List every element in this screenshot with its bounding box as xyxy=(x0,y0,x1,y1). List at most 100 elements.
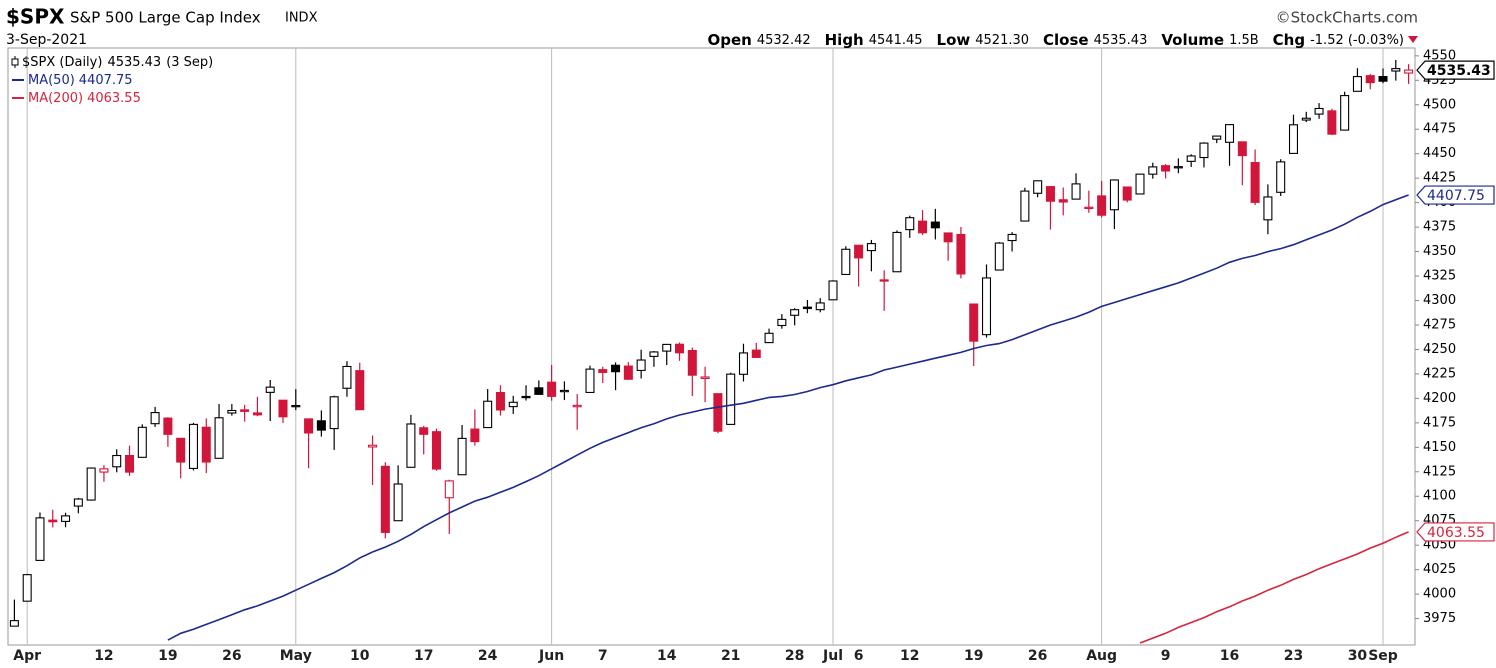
candle-body xyxy=(726,373,736,425)
candle-body xyxy=(1135,173,1145,195)
candle-body xyxy=(265,386,275,393)
x-tick-label: Jul xyxy=(822,648,843,664)
ticker: $SPX xyxy=(6,5,65,29)
plot-frame xyxy=(7,47,1416,646)
y-tick-label: 4225 xyxy=(1423,366,1456,381)
candle-body xyxy=(815,302,825,311)
legend-name: MA(200) xyxy=(28,91,83,106)
candle-body xyxy=(713,393,723,432)
candle-body xyxy=(879,279,889,282)
stat-label: Close xyxy=(1043,31,1089,49)
candle-body xyxy=(495,392,505,411)
y-tick-label: 4475 xyxy=(1423,122,1456,137)
candle-body xyxy=(1225,124,1235,143)
candle-body xyxy=(1161,165,1171,172)
x-tick-label: 28 xyxy=(785,648,804,664)
candle-body xyxy=(1058,199,1068,203)
candle-body xyxy=(1263,196,1273,221)
x-tick-label: 19 xyxy=(964,648,983,664)
stat-label: Volume xyxy=(1161,31,1224,49)
y-tick-label: 4175 xyxy=(1423,415,1456,430)
stat-value: 1.5B xyxy=(1229,33,1259,48)
candle-body xyxy=(1097,195,1107,216)
candle-body xyxy=(1071,183,1081,200)
change-arrow xyxy=(1408,36,1418,43)
x-tick-label: 23 xyxy=(1284,648,1303,664)
stat-value: 4535.43 xyxy=(1094,33,1148,48)
value-tag-label: 4407.75 xyxy=(1427,188,1485,204)
candle-body xyxy=(611,364,621,373)
y-tick-label: 4275 xyxy=(1423,317,1456,332)
x-tick-label: 17 xyxy=(414,648,433,664)
candle-body xyxy=(163,417,173,435)
stat-value: 4521.30 xyxy=(975,33,1029,48)
candle-body xyxy=(61,515,71,522)
candle-body xyxy=(406,423,416,468)
stat-value: -1.52 (-0.03%) xyxy=(1310,33,1404,48)
y-tick-label: 4000 xyxy=(1423,587,1456,602)
candle-body xyxy=(534,387,544,395)
stats: Open 4532.42 High 4541.45 Low 4521.30 Close 453… xyxy=(708,31,1404,49)
y-tick-label: 4325 xyxy=(1423,269,1456,284)
candle-body xyxy=(828,280,838,301)
candle-body xyxy=(598,369,608,373)
candle-body xyxy=(1301,117,1311,121)
candle-body xyxy=(188,423,198,469)
candle-body xyxy=(764,332,774,344)
candle-body xyxy=(547,381,557,397)
candle-body xyxy=(73,498,83,507)
candle-body xyxy=(1314,107,1324,115)
candle-body xyxy=(675,343,685,354)
candle-body xyxy=(572,404,582,408)
candle-body xyxy=(291,405,301,408)
candle-body xyxy=(1173,166,1183,169)
stat-value: 4532.42 xyxy=(757,33,811,48)
index-name: S&P 500 Large Cap Index xyxy=(70,9,261,27)
stat-value: 4541.45 xyxy=(869,33,923,48)
x-tick-label: 10 xyxy=(350,648,370,664)
candle-body xyxy=(1250,162,1260,203)
y-tick-label: 4200 xyxy=(1423,391,1456,406)
candle-body xyxy=(124,454,135,473)
exchange: INDX xyxy=(285,11,318,26)
candle-body xyxy=(1007,233,1017,242)
x-tick-label: Jun xyxy=(538,648,564,664)
candle-body xyxy=(956,233,966,275)
candle-body xyxy=(419,427,429,435)
date: 3-Sep-2021 xyxy=(6,32,87,48)
stat-label: Low xyxy=(937,31,971,49)
x-tick-label: 26 xyxy=(1028,648,1047,664)
source: ©StockCharts.com xyxy=(1276,9,1418,27)
candle-body xyxy=(559,389,569,393)
legend-entry: MA(50) 4407.75 xyxy=(28,73,133,88)
y-tick-label: 4350 xyxy=(1423,244,1456,259)
candle-body xyxy=(444,480,454,499)
candle-body xyxy=(380,465,390,533)
value-tag xyxy=(1416,60,1495,80)
legend-entry: MA(200) 4063.55 xyxy=(28,91,141,106)
candle-body xyxy=(1352,76,1362,92)
x-tick-label: Aug xyxy=(1086,648,1117,664)
value-tag xyxy=(1416,185,1495,205)
candle-body xyxy=(969,303,979,342)
x-tick-label: 12 xyxy=(94,648,113,664)
candle-body xyxy=(1365,75,1375,84)
candle-body xyxy=(22,574,32,602)
candle-body xyxy=(802,306,812,310)
candle-body xyxy=(1045,186,1055,202)
candle-body xyxy=(48,519,58,523)
candle-body xyxy=(738,352,748,375)
value-tag-label: 4535.43 xyxy=(1427,63,1491,79)
candle-body xyxy=(1288,124,1299,154)
x-tick-label: 30 xyxy=(1348,648,1368,664)
candle-body xyxy=(9,620,19,627)
x-tick-label: 16 xyxy=(1220,648,1239,664)
x-tick-label: 21 xyxy=(721,648,740,664)
candle-body xyxy=(662,343,672,352)
candle-body xyxy=(240,409,250,412)
x-tick-label: 7 xyxy=(598,648,608,664)
candle-body xyxy=(585,368,595,393)
candle-body xyxy=(176,437,186,463)
y-tick-label: 4425 xyxy=(1423,171,1456,186)
x-tick-label: 19 xyxy=(158,648,177,664)
